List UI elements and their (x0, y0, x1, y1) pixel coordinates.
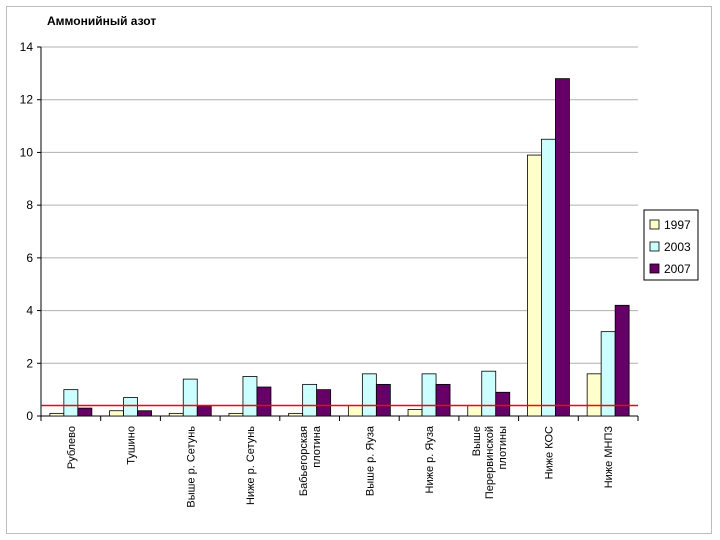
x-category-label-line: плотина (311, 425, 323, 468)
bar-1997 (467, 405, 483, 417)
bar-2007 (375, 383, 391, 417)
legend-label-2003: 2003 (664, 240, 691, 254)
bar-1997 (407, 409, 423, 417)
y-tick-label: 10 (20, 145, 34, 159)
x-category-label-line: Выше р. Сетунь (185, 426, 197, 508)
x-category-label: Ниже МНПЗ (603, 426, 615, 489)
chart-title: Аммонийный азот (47, 14, 157, 28)
y-tick-label: 0 (26, 409, 33, 423)
x-category-label-line: Перервинской (484, 426, 496, 499)
bar-2007 (555, 78, 570, 417)
bar-2007 (316, 389, 332, 417)
x-category-label: Ниже р. Сетунь (245, 426, 257, 505)
bar-2007 (137, 410, 152, 417)
legend-swatch-2007 (649, 263, 660, 274)
bar-2007 (614, 304, 630, 417)
x-category-label-line: Бабьегорская (298, 426, 310, 496)
bar-1997 (347, 405, 363, 417)
bar-2003 (600, 331, 616, 417)
x-category-label: Ниже КОС (543, 426, 555, 479)
legend-swatch-1997 (649, 219, 660, 230)
bar-2003 (541, 138, 556, 417)
bar-1997 (49, 412, 65, 417)
x-category-label-line: Выше р. Яуза (364, 425, 376, 496)
y-tick-label: 8 (26, 198, 33, 212)
x-category-label-line: Ниже р. Сетунь (245, 426, 257, 505)
bar-1997 (527, 154, 542, 417)
bar-2003 (421, 373, 437, 417)
bar-1997 (109, 410, 124, 417)
bar-1997 (586, 373, 602, 417)
x-category-label-line: Рублево (66, 426, 78, 469)
x-category-label: Бабьегорскаяплотина (298, 425, 323, 496)
x-category-label-line: Ниже КОС (543, 426, 555, 479)
bar-2003 (123, 397, 138, 417)
y-tick-label: 6 (26, 251, 33, 265)
bar-2007 (435, 383, 451, 417)
bar-1997 (168, 412, 184, 417)
x-category-label: Выше р. Сетунь (185, 426, 197, 508)
x-category-label: Рублево (66, 426, 78, 469)
chart-frame (6, 6, 712, 534)
bar-2003 (302, 383, 318, 417)
bar-2007 (77, 407, 93, 417)
x-category-label: Выше р. Яуза (364, 425, 376, 496)
y-tick-label: 2 (26, 356, 33, 370)
legend-label-1997: 1997 (664, 218, 691, 232)
bar-2003 (481, 370, 497, 417)
y-tick-label: 4 (26, 304, 33, 318)
legend: 1997 2003 2007 (643, 209, 699, 281)
bar-2007 (256, 386, 272, 417)
bar-1997 (228, 412, 244, 417)
x-category-label: Ниже р. Яуза (424, 425, 436, 493)
bar-1997 (288, 412, 304, 417)
y-tick-label: 14 (20, 40, 34, 54)
x-category-label-line: Ниже МНПЗ (603, 426, 615, 489)
bar-2007 (495, 391, 511, 417)
bar-2003 (182, 378, 198, 417)
bar-2003 (242, 376, 258, 417)
x-category-label-line: плотины (497, 426, 509, 470)
x-category-label: Тушино (126, 426, 138, 465)
y-tick-label: 12 (20, 93, 34, 107)
bar-2003 (63, 389, 79, 417)
x-category-label-line: Выше (471, 426, 483, 456)
legend-label-2007: 2007 (664, 262, 691, 276)
x-category-label: ВышеПерервинскойплотины (471, 426, 509, 499)
x-category-label-line: Тушино (126, 426, 138, 465)
bar-2003 (361, 373, 377, 417)
bar-2007 (196, 405, 212, 417)
legend-swatch-2003 (649, 241, 660, 252)
labels: 0 2 4 6 8 10 12 14 Рублево Тушино Выше р. Сетунь Ни… (20, 40, 616, 508)
x-category-label-line: Ниже р. Яуза (424, 425, 436, 493)
bars (49, 78, 630, 417)
